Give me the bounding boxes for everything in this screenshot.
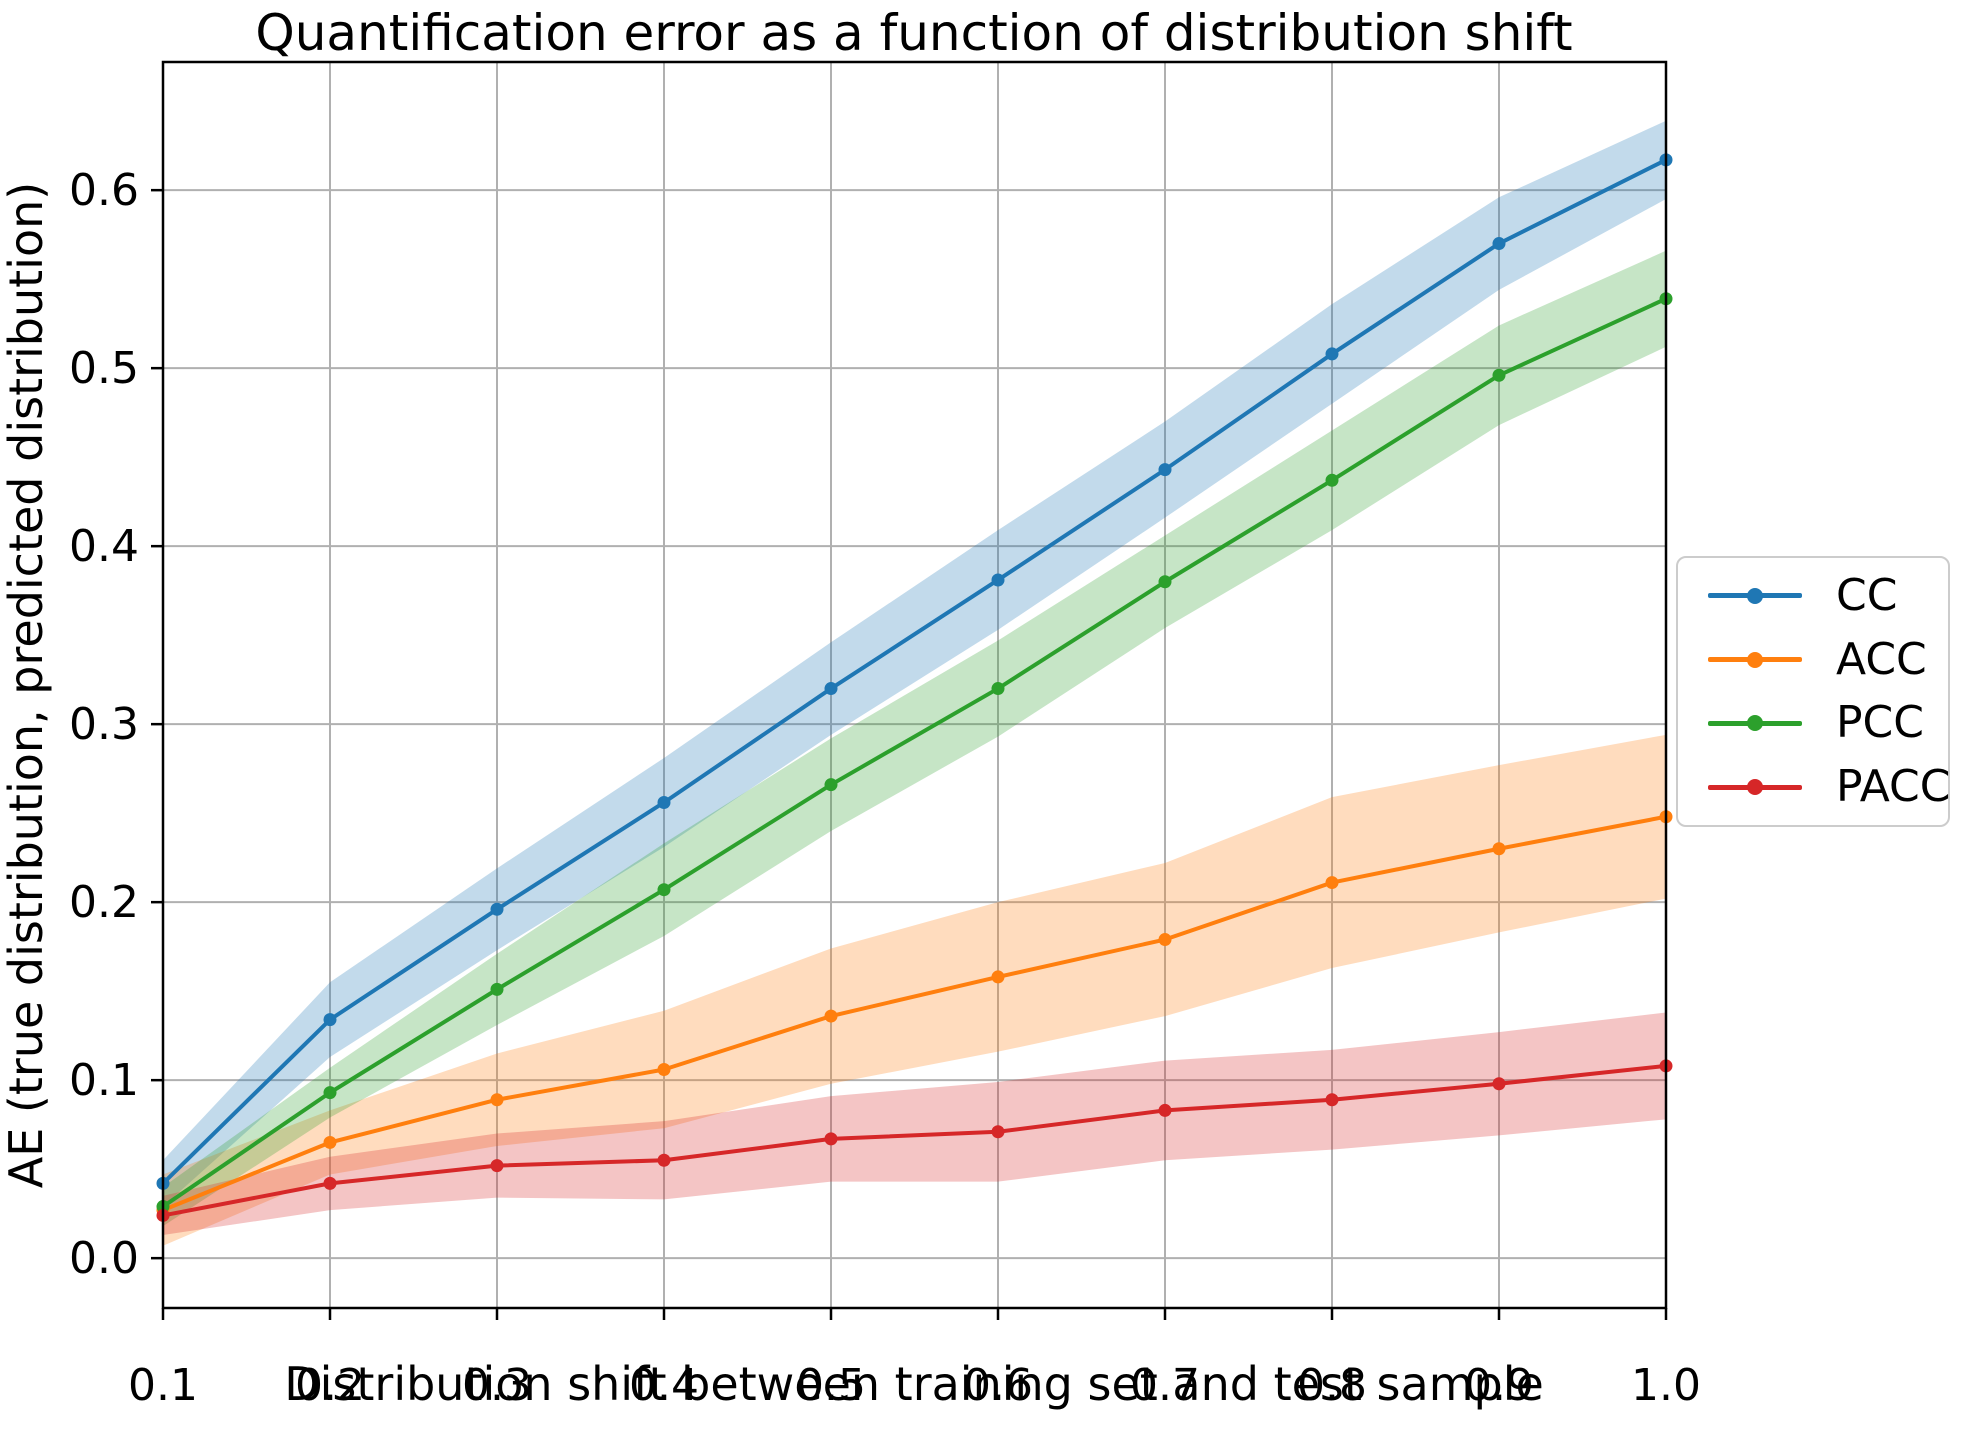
marker-PACC xyxy=(323,1176,337,1190)
marker-PCC xyxy=(824,778,838,792)
x-tick-label: 0.6 xyxy=(963,1360,1033,1411)
marker-ACC xyxy=(657,1062,671,1076)
x-tick-label: 0.4 xyxy=(629,1360,699,1411)
legend-label-acc: ACC xyxy=(1836,633,1927,685)
marker-PCC xyxy=(490,982,504,996)
marker-ACC xyxy=(323,1135,337,1149)
marker-CC xyxy=(824,682,838,696)
y-tick-label: 0.3 xyxy=(69,699,139,750)
marker-PCC xyxy=(657,883,671,897)
chart-title: Quantification error as a function of di… xyxy=(255,4,1572,62)
marker-ACC xyxy=(490,1093,504,1107)
marker-CC xyxy=(991,573,1005,587)
marker-ACC xyxy=(991,970,1005,984)
y-axis-label: AE (true distribution, predicted distrib… xyxy=(0,182,53,1188)
x-tick-label: 1.0 xyxy=(1631,1360,1701,1411)
y-tick-label: 0.4 xyxy=(69,521,139,572)
marker-PACC xyxy=(1158,1103,1172,1117)
line-PCC xyxy=(161,296,1668,1209)
x-axis-label: Distribution shift between training set … xyxy=(284,1357,1544,1411)
line-CC xyxy=(161,157,1668,1186)
x-tick-label: 0.5 xyxy=(796,1360,866,1411)
marker-ACC xyxy=(824,1009,838,1023)
cc-line-swatch-icon xyxy=(1708,586,1802,606)
y-tick-label: 0.2 xyxy=(69,877,139,928)
marker-CC xyxy=(490,902,504,916)
legend: CC ACC PCC PACC xyxy=(1676,556,1951,827)
x-tick-label: 0.9 xyxy=(1464,1360,1534,1411)
line-PACC xyxy=(161,1063,1668,1218)
confidence-bands xyxy=(163,120,1666,1246)
marker-PCC xyxy=(1325,473,1339,487)
legend-item-pcc: PCC xyxy=(1678,692,1948,756)
marker-PACC xyxy=(657,1153,671,1167)
marker-PACC xyxy=(1492,1077,1506,1091)
series-lines xyxy=(156,153,1673,1222)
plot-frame xyxy=(161,60,1668,1310)
x-tick-label: 0.7 xyxy=(1130,1360,1200,1411)
marker-CC xyxy=(323,1013,337,1027)
x-tick-label: 0.2 xyxy=(295,1360,365,1411)
marker-PCC xyxy=(1158,575,1172,589)
x-tick-label: 0.1 xyxy=(128,1360,198,1411)
marker-PCC xyxy=(1492,368,1506,382)
x-tick-label: 0.3 xyxy=(462,1360,532,1411)
y-tick-label: 0.5 xyxy=(69,343,139,394)
band-PACC xyxy=(163,1012,1666,1236)
marker-PACC xyxy=(1325,1093,1339,1107)
marker-ACC xyxy=(1158,933,1172,947)
y-tick-label: 0.6 xyxy=(69,165,139,216)
y-tick-label: 0.1 xyxy=(69,1055,139,1106)
marker-PACC xyxy=(991,1125,1005,1139)
pcc-line-swatch-icon xyxy=(1708,713,1802,733)
marker-PACC xyxy=(490,1159,504,1173)
marker-PCC xyxy=(323,1086,337,1100)
acc-line-swatch-icon xyxy=(1708,650,1802,670)
marker-CC xyxy=(1158,463,1172,477)
marker-CC xyxy=(1492,237,1506,251)
legend-item-cc: CC xyxy=(1678,564,1948,628)
marker-PCC xyxy=(991,682,1005,696)
marker-ACC xyxy=(1492,842,1506,856)
line-ACC xyxy=(161,814,1668,1213)
marker-CC xyxy=(1325,347,1339,361)
legend-item-acc: ACC xyxy=(1678,628,1948,692)
marker-ACC xyxy=(1325,876,1339,890)
axis-ticks: 0.1 0.2 0.3 0.4 0.5 0.6 0.7 0.8 0.9 1.0 0.0 0.1 0.2 0… xyxy=(69,165,1701,1411)
pacc-line-swatch-icon xyxy=(1708,777,1802,797)
marker-PACC xyxy=(824,1132,838,1146)
marker-CC xyxy=(657,795,671,809)
band-CC xyxy=(163,120,1666,1207)
y-tick-label: 0.0 xyxy=(69,1233,139,1284)
legend-label-pacc: PACC xyxy=(1836,761,1951,813)
x-tick-label: 0.8 xyxy=(1297,1360,1367,1411)
legend-label-cc: CC xyxy=(1836,569,1898,621)
legend-item-pacc: PACC xyxy=(1678,755,1951,819)
legend-label-pcc: PCC xyxy=(1836,697,1924,749)
band-ACC xyxy=(163,734,1666,1246)
